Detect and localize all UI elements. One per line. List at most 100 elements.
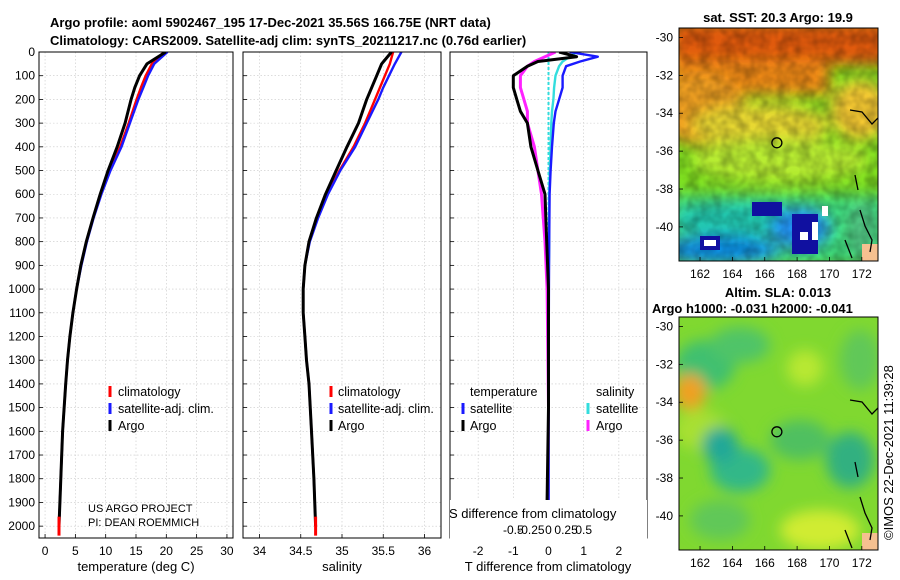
x-tick-label: 10 xyxy=(99,544,113,558)
map-y-tick-label: -30 xyxy=(656,30,674,44)
y-tick-label: 1100 xyxy=(9,306,35,320)
x-tick-label: 5 xyxy=(72,544,79,558)
x-tick-label: 35.5 xyxy=(372,544,396,558)
sla-map-ticks: 162 164 166 168 170 172 -30 -32 -34 -36 -38 -40 xyxy=(656,319,872,570)
x-tick-label: 1 xyxy=(580,544,587,558)
sst-argo-marker xyxy=(771,137,783,149)
y-tick-label: 400 xyxy=(15,140,35,154)
y-tick-label: 900 xyxy=(15,258,35,272)
s-difference-label: S difference from climatology xyxy=(449,506,617,521)
temperature-legend: climatology satellite-adj. clim. Argo xyxy=(108,385,214,433)
sla-argo-marker xyxy=(771,426,783,438)
y-tick-label: 0 xyxy=(28,45,35,59)
salinity-xlabel: salinity xyxy=(322,559,362,574)
salinity-panel: 34 34.5 35 35.5 36 salinity climatology sate… xyxy=(242,51,442,574)
map-x-tick-label: 166 xyxy=(755,556,775,570)
temperature-ticks: 0100200300400500600700800900100011001200… xyxy=(8,45,234,558)
map-x-tick-label: 162 xyxy=(690,267,710,281)
salinity-grid xyxy=(243,51,441,538)
series-line xyxy=(301,52,393,527)
s-axis-backdrop xyxy=(450,500,647,540)
sst-map: sat. SST: 20.3 Argo: 19.9 xyxy=(656,10,879,281)
y-tick-label: 1200 xyxy=(8,329,35,343)
series-line xyxy=(57,52,167,527)
legend-climatology-label: climatology xyxy=(338,385,401,399)
x-tick-label: 34 xyxy=(253,544,267,558)
sla-map-image xyxy=(679,317,878,550)
y-tick-label: 800 xyxy=(15,235,35,249)
difference-series xyxy=(511,52,599,527)
legend-s-satellite-label: satellite xyxy=(596,402,638,416)
project-note-line-1: US ARGO PROJECT xyxy=(88,503,193,515)
sst-map-frame xyxy=(678,27,879,262)
y-tick-label: 1700 xyxy=(8,448,35,462)
s-tick-label: -0.5 xyxy=(503,523,524,537)
temperature-panel: 0100200300400500600700800900100011001200… xyxy=(8,45,234,574)
map-x-tick-label: 170 xyxy=(819,267,839,281)
map-x-tick-label: 172 xyxy=(852,267,872,281)
sst-map-image xyxy=(679,28,878,261)
y-tick-label: 700 xyxy=(15,211,35,225)
sla-map-frame xyxy=(678,316,879,551)
legend-argo-label: Argo xyxy=(338,419,364,433)
s-tick-label: 0 xyxy=(545,523,552,537)
x-tick-label: 15 xyxy=(129,544,143,558)
map-x-tick-label: 168 xyxy=(787,267,807,281)
x-tick-label: 30 xyxy=(220,544,234,558)
y-tick-label: 1000 xyxy=(8,282,35,296)
s-difference-ticks: -0.5-0.25 0 0.250.5 xyxy=(503,523,592,537)
difference-xlabel: T difference from climatology xyxy=(465,559,632,574)
x-tick-label: 34.5 xyxy=(289,544,313,558)
x-tick-label: 2 xyxy=(616,544,623,558)
map-y-tick-label: -36 xyxy=(656,144,674,158)
map-x-tick-label: 164 xyxy=(722,556,742,570)
sla-map-title-line-2: Argo h1000: -0.031 h2000: -0.041 xyxy=(652,301,853,316)
difference-legend: temperature salinity satellite Argo sate… xyxy=(461,385,638,433)
salinity-series xyxy=(301,52,403,536)
y-tick-label: 2000 xyxy=(8,519,35,533)
legend-s-argo-label: Argo xyxy=(596,419,622,433)
y-tick-label: 500 xyxy=(15,164,35,178)
x-tick-label: 0 xyxy=(42,544,49,558)
salinity-legend: climatology satellite-adj. clim. Argo xyxy=(329,385,434,433)
map-y-tick-label: -32 xyxy=(656,357,674,371)
title-line-2: Climatology: CARS2009. Satellite-adj cli… xyxy=(50,33,526,48)
x-tick-label: 25 xyxy=(190,544,204,558)
series-line xyxy=(511,52,579,527)
legend-t-satellite-label: satellite xyxy=(470,402,512,416)
credit-text: ©IMOS 22-Dec-2021 11:39:28 xyxy=(881,365,896,540)
map-x-tick-label: 166 xyxy=(755,267,775,281)
map-y-tick-label: -36 xyxy=(656,433,674,447)
x-tick-label: 20 xyxy=(160,544,174,558)
legend-temperature-title: temperature xyxy=(470,385,537,399)
y-tick-label: 300 xyxy=(15,116,35,130)
map-x-tick-label: 172 xyxy=(852,556,872,570)
y-tick-label: 600 xyxy=(15,187,35,201)
sst-map-title: sat. SST: 20.3 Argo: 19.9 xyxy=(703,10,853,25)
y-tick-label: 1800 xyxy=(8,472,35,486)
map-x-tick-label: 162 xyxy=(690,556,710,570)
salinity-ticks: 34 34.5 35 35.5 36 xyxy=(243,51,431,558)
x-tick-label: 35 xyxy=(335,544,349,558)
map-x-tick-label: 164 xyxy=(722,267,742,281)
x-tick-label: 0 xyxy=(545,544,552,558)
project-note-line-2: PI: DEAN ROEMMICH xyxy=(88,517,199,529)
temperature-xlabel: temperature (deg C) xyxy=(77,559,194,574)
temperature-series xyxy=(57,52,169,536)
legend-argo-label: Argo xyxy=(118,419,144,433)
map-y-tick-label: -40 xyxy=(656,220,674,234)
map-y-tick-label: -32 xyxy=(656,68,674,82)
y-tick-label: 100 xyxy=(15,69,35,83)
sla-map-title-line-1: Altim. SLA: 0.013 xyxy=(725,285,831,300)
y-tick-label: 1500 xyxy=(8,401,35,415)
legend-climatology-label: climatology xyxy=(118,385,181,399)
temperature-grid xyxy=(39,51,233,538)
difference-panel: -2 -1 0 1 2 S difference from climatology -0… xyxy=(449,51,648,574)
title-line-1: Argo profile: aoml 5902467_195 17-Dec-20… xyxy=(50,15,491,30)
s-tick-label: -0.25 xyxy=(517,523,545,537)
map-y-tick-label: -38 xyxy=(656,182,674,196)
legend-satellite-label: satellite-adj. clim. xyxy=(118,402,214,416)
map-y-tick-label: -34 xyxy=(656,106,674,120)
map-y-tick-label: -40 xyxy=(656,509,674,523)
